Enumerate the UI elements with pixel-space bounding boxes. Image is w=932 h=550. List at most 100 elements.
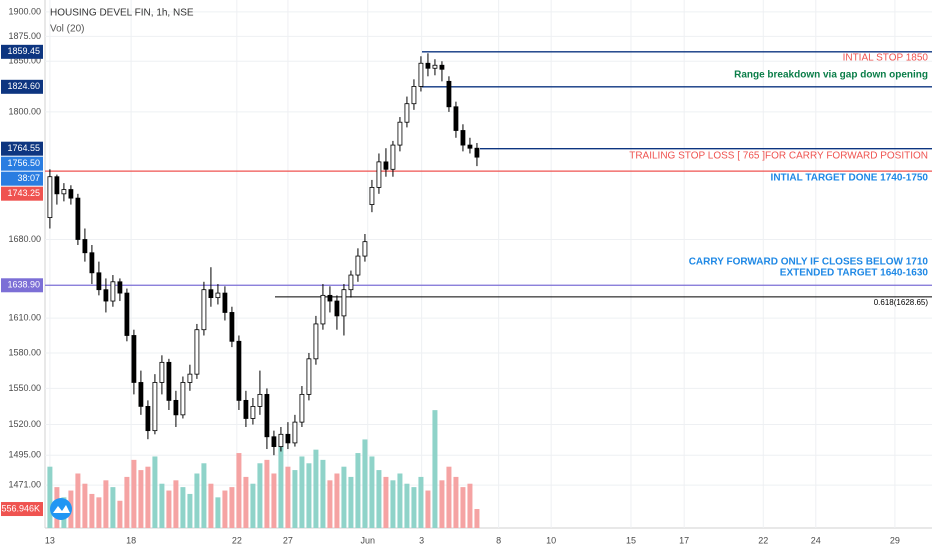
x-tick-label: 29 <box>890 535 900 545</box>
volume-bar <box>124 476 130 528</box>
candle-body <box>397 121 403 146</box>
volume-bar <box>229 487 235 528</box>
candle-body <box>229 312 235 342</box>
candle-body <box>110 281 116 302</box>
price-badge <box>1 44 43 59</box>
candle-body <box>173 399 179 416</box>
volume-bar <box>383 476 389 528</box>
volume-bar <box>180 487 186 528</box>
candle-body <box>250 405 256 419</box>
chart-title: HOUSING DEVEL FIN, 1h, NSE <box>50 8 194 19</box>
volume-bar <box>75 473 81 528</box>
volume-bar <box>341 466 347 528</box>
y-tick-label: 1471.00 <box>8 480 41 490</box>
price-badge <box>1 171 43 186</box>
volume-bar <box>159 483 165 528</box>
candle-body <box>355 255 361 276</box>
candle-body <box>383 161 389 170</box>
volume-bar <box>467 483 473 528</box>
x-tick-label: 15 <box>626 535 636 545</box>
price-badge-label: 1764.55 <box>7 143 40 153</box>
x-tick-label: 27 <box>283 535 293 545</box>
candle-body <box>47 176 53 219</box>
volume-bar <box>306 463 312 528</box>
candle-body <box>467 144 473 149</box>
annotation: INTIAL TARGET DONE 1740-1750 <box>771 173 929 184</box>
volume-bar <box>131 459 137 528</box>
candle-body <box>236 340 242 401</box>
volume-bar <box>110 487 116 528</box>
x-tick-label: 22 <box>758 535 768 545</box>
logo-circle <box>50 498 72 520</box>
y-tick-label: 1610.00 <box>8 313 41 323</box>
price-badge <box>1 141 43 156</box>
price-badge-label: 38:07 <box>17 173 40 183</box>
candle-body <box>425 62 431 69</box>
volume-bar <box>390 480 396 528</box>
volume-bar <box>355 453 361 528</box>
volume-bar <box>320 459 326 528</box>
x-tick-label: 18 <box>126 535 136 545</box>
volume-bar <box>334 473 340 528</box>
candle-body <box>278 433 284 447</box>
candle-body <box>138 382 144 407</box>
candle-body <box>453 106 459 131</box>
volume-bar <box>278 446 284 528</box>
x-tick-label: Jun <box>360 535 375 545</box>
volume-bar <box>145 466 151 528</box>
volume-bar <box>404 483 410 528</box>
candle-body <box>432 64 438 69</box>
volume-bar <box>285 466 291 528</box>
candle-body <box>299 393 305 423</box>
y-tick-label: 1850.00 <box>8 56 41 66</box>
candle-body <box>54 176 60 195</box>
price-badge-label: 1756.50 <box>7 158 40 168</box>
candle-body <box>390 144 396 170</box>
candle-body <box>292 421 298 444</box>
candle-body <box>68 189 74 199</box>
candle-body <box>327 294 333 302</box>
candle-body <box>313 323 319 360</box>
candle-body <box>376 161 382 188</box>
candle-layer <box>47 53 480 456</box>
candle-body <box>334 300 340 317</box>
candle-body <box>222 292 228 313</box>
candle-body <box>75 197 81 240</box>
price-badge-label: 1859.45 <box>7 46 40 56</box>
candle-body <box>166 361 172 401</box>
y-tick-label: 1520.00 <box>8 419 41 429</box>
candle-body <box>124 292 130 336</box>
candle-body <box>348 274 354 291</box>
volume-bar <box>250 483 256 528</box>
level-layer <box>45 51 932 298</box>
y-tick-label: 1495.00 <box>8 450 41 460</box>
candle-body <box>320 294 326 325</box>
candle-body <box>271 436 277 447</box>
candle-body <box>285 433 291 444</box>
candle-body <box>103 289 109 302</box>
volume-bar <box>439 480 445 528</box>
candle-body <box>131 335 137 383</box>
volume-bar <box>474 509 480 528</box>
candle-body <box>446 80 452 108</box>
volume-bar <box>152 456 158 528</box>
candle-body <box>152 382 158 432</box>
volume-bar <box>138 470 144 528</box>
volume-bar <box>194 473 200 528</box>
y-tick-label: 1680.00 <box>8 234 41 244</box>
volume-bar <box>103 480 109 528</box>
price-badge <box>1 79 43 94</box>
volume-bar <box>418 476 424 528</box>
volume-bar <box>208 483 214 528</box>
volume-bar <box>460 487 466 528</box>
y-tick-label: 1875.00 <box>8 31 41 41</box>
volume-bar <box>222 490 228 528</box>
price-badge <box>1 156 43 171</box>
y-tick-label: 1580.00 <box>8 347 41 357</box>
price-badge-label: 1743.25 <box>7 188 40 198</box>
grid <box>45 0 932 528</box>
candle-body <box>411 86 417 105</box>
volume-bar <box>376 470 382 528</box>
candle-body <box>215 292 221 299</box>
